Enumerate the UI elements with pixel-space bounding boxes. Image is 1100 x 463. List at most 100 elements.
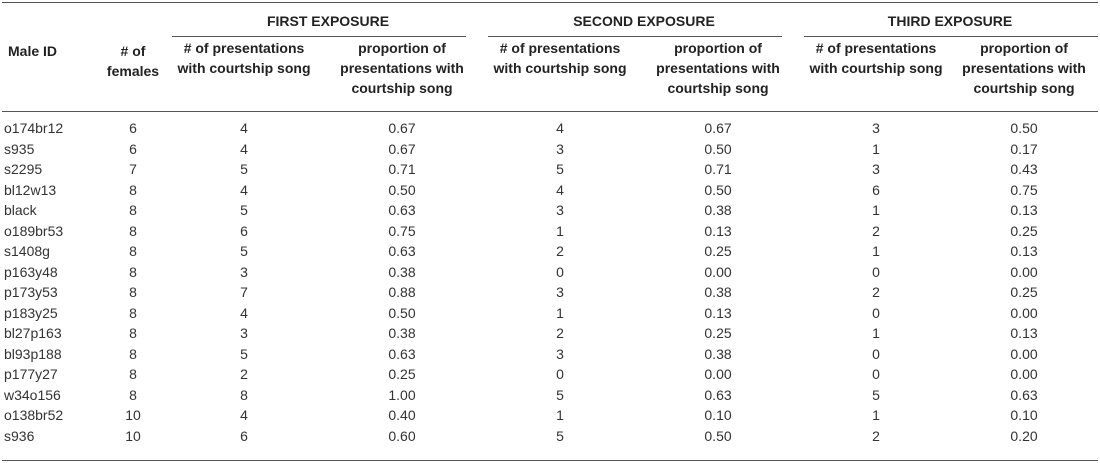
bottom-rule xyxy=(2,460,1098,461)
value-cell: 0.63 xyxy=(1010,386,1038,403)
value-cell: 5 xyxy=(872,386,880,403)
value-cell: 5 xyxy=(240,243,248,259)
value-cell: 6 xyxy=(872,181,880,198)
value-cell: 0.67 xyxy=(388,120,416,136)
value-cell: 0 xyxy=(556,366,564,382)
value-cell: 3 xyxy=(872,120,880,136)
value-cell: 0.43 xyxy=(1010,161,1038,177)
value-cell: 8 xyxy=(129,386,137,403)
value-cell: 0.50 xyxy=(1010,120,1038,136)
value-cell: 0.67 xyxy=(704,120,732,136)
value-cell: 0.10 xyxy=(1010,407,1038,423)
value-cell: 8 xyxy=(240,386,248,403)
second-count-header: # of presentations with courtship song xyxy=(493,40,627,76)
value-cell: 2 xyxy=(872,222,880,239)
value-cell: 1 xyxy=(872,140,880,157)
value-cell: 0.13 xyxy=(1010,202,1038,218)
male-id-cell: black xyxy=(4,202,37,218)
second-prop-header: proportion of presentations with courtsh… xyxy=(656,40,780,96)
value-cell: 0 xyxy=(872,345,880,362)
value-cell: 7 xyxy=(129,161,137,177)
value-cell: 0.38 xyxy=(388,325,416,341)
value-cell: 8 xyxy=(129,222,137,239)
value-cell: 10 xyxy=(125,407,141,423)
value-cell: 4 xyxy=(240,120,248,136)
male-id-header: Male ID xyxy=(8,43,58,59)
male-id-cell: s935 xyxy=(4,140,35,157)
value-cell: 3 xyxy=(556,140,564,157)
value-cell: 0.17 xyxy=(1010,140,1038,157)
value-cell: 5 xyxy=(556,427,564,444)
value-cell: 6 xyxy=(240,427,248,444)
value-cell: 0.88 xyxy=(388,284,416,300)
value-cell: 1 xyxy=(556,407,564,423)
value-cell: 3 xyxy=(240,325,248,341)
value-cell: 0.71 xyxy=(704,161,732,177)
value-cell: 0.00 xyxy=(1010,304,1038,321)
value-cell: 6 xyxy=(240,222,248,239)
value-cell: 0.67 xyxy=(388,140,416,157)
value-cell: 3 xyxy=(872,161,880,177)
value-cell: 0.50 xyxy=(704,140,732,157)
table-row: p183y25 8 4 0.50 1 0.13 0 0.00 xyxy=(2,303,1098,324)
value-cell: 2 xyxy=(240,366,248,382)
value-cell: 1 xyxy=(556,222,564,239)
value-cell: 0.50 xyxy=(388,304,416,321)
value-cell: 0.71 xyxy=(388,161,416,177)
value-cell: 0.50 xyxy=(704,181,732,198)
value-cell: 5 xyxy=(240,202,248,218)
num-females-header: # of females xyxy=(106,43,160,79)
value-cell: 0.38 xyxy=(704,284,732,300)
value-cell: 8 xyxy=(129,181,137,198)
first-exposure-rule xyxy=(172,36,466,37)
value-cell: 5 xyxy=(556,161,564,177)
value-cell: 4 xyxy=(556,120,564,136)
value-cell: 0.25 xyxy=(1010,284,1038,300)
value-cell: 1 xyxy=(872,407,880,423)
value-cell: 3 xyxy=(556,345,564,362)
table-row: bl93p188 8 5 0.63 3 0.38 0 0.00 xyxy=(2,344,1098,365)
male-id-cell: p177y27 xyxy=(4,366,58,382)
header-rule xyxy=(2,111,1098,112)
value-cell: 0.13 xyxy=(704,222,732,239)
table-row: o174br12 6 4 0.67 4 0.67 3 0.50 xyxy=(2,118,1098,139)
value-cell: 6 xyxy=(129,120,137,136)
third-prop-header: proportion of presentations with courtsh… xyxy=(962,40,1086,96)
value-cell: 8 xyxy=(129,345,137,362)
first-prop-header: proportion of presentations with courtsh… xyxy=(340,40,464,96)
table-row: o189br53 8 6 0.75 1 0.13 2 0.25 xyxy=(2,221,1098,242)
value-cell: 0.13 xyxy=(704,304,732,321)
value-cell: 2 xyxy=(556,243,564,259)
value-cell: 0 xyxy=(556,263,564,280)
value-cell: 7 xyxy=(240,284,248,300)
courtship-song-table: Male ID # of females FIRST EXPOSURE SECO… xyxy=(2,0,1098,446)
table-row: bl27p163 8 3 0.38 2 0.25 1 0.13 xyxy=(2,323,1098,344)
male-id-cell: p173y53 xyxy=(4,284,58,300)
value-cell: 0.00 xyxy=(704,366,732,382)
third-count-header: # of presentations with courtship song xyxy=(809,40,943,76)
value-cell: 0.63 xyxy=(388,243,416,259)
male-id-cell: bl27p163 xyxy=(4,325,62,341)
table-row: black 8 5 0.63 3 0.38 1 0.13 xyxy=(2,200,1098,221)
first-count-header: # of presentations with courtship song xyxy=(177,40,311,76)
table-row: s1408g 8 5 0.63 2 0.25 1 0.13 xyxy=(2,241,1098,262)
value-cell: 0.20 xyxy=(1010,427,1038,444)
second-exposure-header: SECOND EXPOSURE xyxy=(573,13,715,29)
value-cell: 0.63 xyxy=(388,345,416,362)
value-cell: 3 xyxy=(240,263,248,280)
male-id-cell: o174br12 xyxy=(4,120,64,136)
value-cell: 5 xyxy=(556,386,564,403)
value-cell: 0 xyxy=(872,366,880,382)
male-id-cell: bl12w13 xyxy=(4,181,57,198)
value-cell: 6 xyxy=(129,140,137,157)
value-cell: 2 xyxy=(872,427,880,444)
value-cell: 5 xyxy=(240,161,248,177)
value-cell: 0.60 xyxy=(388,427,416,444)
value-cell: 0.00 xyxy=(1010,345,1038,362)
value-cell: 0.25 xyxy=(1010,222,1038,239)
male-id-cell: bl93p188 xyxy=(4,345,62,362)
table-body: o174br12 6 4 0.67 4 0.67 3 0.50 s935 6 4 0.67 3 0.50 1… xyxy=(2,112,1098,446)
value-cell: 1 xyxy=(872,243,880,259)
value-cell: 0.25 xyxy=(704,243,732,259)
